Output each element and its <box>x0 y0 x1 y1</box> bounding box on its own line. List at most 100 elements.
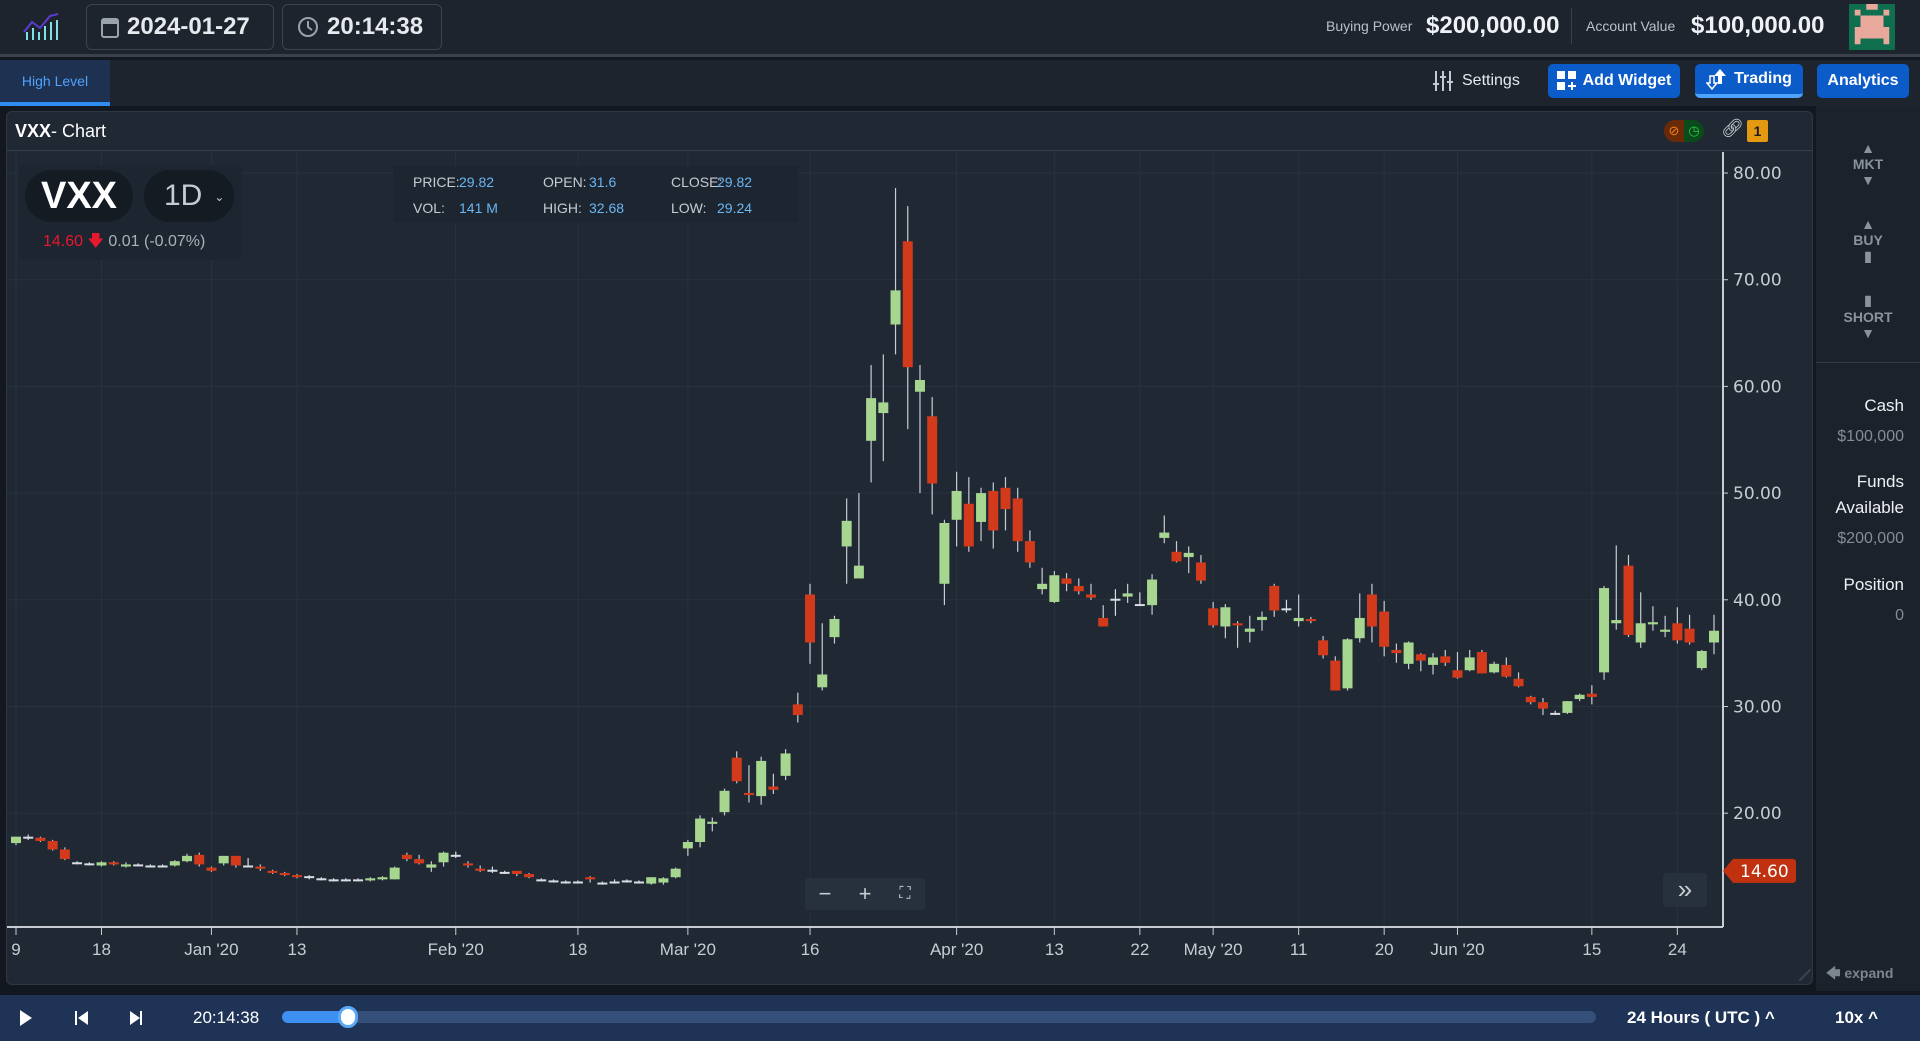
scroll-to-latest-button[interactable]: » <box>1663 873 1707 907</box>
link-icon[interactable]: 🔗︎ <box>1721 118 1744 138</box>
candle-down <box>1073 585 1084 592</box>
candle-up <box>695 818 706 843</box>
open-value: 31.6 <box>589 174 617 190</box>
candle-down <box>72 862 83 865</box>
candle-up <box>1550 712 1561 715</box>
candle-down <box>1232 623 1243 626</box>
candle-down <box>279 872 290 876</box>
price-value: 29.82 <box>459 174 495 190</box>
candle-up <box>377 877 388 880</box>
candle-up <box>1159 532 1170 538</box>
candle-down <box>1305 619 1316 622</box>
y-tick-label: 50.00 <box>1733 484 1782 504</box>
candle-up <box>353 879 364 882</box>
candle-up <box>1342 639 1353 689</box>
playback-bar: 20:14:38 24 Hours ( UTC ) ^ 10x ^ <box>0 995 1920 1041</box>
timezone-select[interactable]: 24 Hours ( UTC ) ^ <box>1627 1008 1775 1028</box>
candle-up <box>548 880 559 883</box>
trading-button[interactable]: Trading <box>1695 64 1803 98</box>
candle-down <box>1586 693 1597 697</box>
y-tick-label: 30.00 <box>1733 698 1782 718</box>
x-tick-label: 24 <box>1668 940 1687 959</box>
fit-screen-icon[interactable]: ⛶ <box>899 885 911 902</box>
sync-toggle[interactable]: ⊘ ◷ <box>1664 120 1704 142</box>
step-forward-icon[interactable] <box>128 1009 144 1027</box>
candle-down <box>23 836 34 839</box>
speed-value: 10x <box>1835 1008 1864 1027</box>
candle-up <box>1489 663 1500 673</box>
high-label: HIGH: <box>543 200 582 216</box>
zoom-in-button[interactable]: + <box>858 881 872 906</box>
candle-down <box>1012 498 1023 542</box>
candlestick-chart[interactable]: 80.00 70.00 60.00 50.00 40.00 30.00 20.00 9 18 Ja… <box>7 152 1812 984</box>
candle-down <box>1379 611 1390 647</box>
expand-button[interactable]: 🡄 expand <box>1826 963 1893 987</box>
y-tick-label: 60.00 <box>1733 377 1782 397</box>
candle-up <box>682 842 693 849</box>
play-icon[interactable] <box>18 1009 34 1027</box>
arrow-left-icon: 🡄 <box>1826 965 1841 981</box>
settings-label: Settings <box>1462 72 1520 89</box>
price-label: PRICE: <box>413 174 460 190</box>
candle-down <box>291 875 302 878</box>
candle-up <box>84 863 95 866</box>
candle-down <box>902 241 913 368</box>
high-value: 32.68 <box>589 200 625 216</box>
cash-label: Cash <box>1864 396 1904 415</box>
x-tick-label: 11 <box>1290 940 1308 959</box>
x-tick-label: 9 <box>11 940 20 959</box>
arrow-down-icon: ▼ <box>1861 172 1875 188</box>
timeline-slider[interactable] <box>282 1006 1596 1028</box>
interval-select[interactable]: 1D ⌄ <box>144 170 234 222</box>
link-group-badge[interactable]: 1 <box>1747 120 1768 142</box>
candle-up <box>658 878 669 883</box>
arrow-down-icon: 🡇 <box>87 233 104 250</box>
analytics-button[interactable]: Analytics <box>1817 64 1909 98</box>
candle-up <box>939 522 950 584</box>
x-tick-label: Jan '20 <box>184 940 238 959</box>
account-value: $100,000.00 <box>1691 12 1825 39</box>
candle-down <box>731 757 742 782</box>
candle-down <box>450 854 461 857</box>
time-picker[interactable]: 20:14:38 <box>282 4 442 50</box>
candle-down <box>1452 670 1463 678</box>
add-widget-label: Add Widget <box>1582 72 1672 89</box>
x-tick-label: 13 <box>1045 940 1064 959</box>
candle-down <box>1440 656 1451 663</box>
candle-up <box>1611 620 1622 624</box>
step-back-icon[interactable] <box>74 1009 90 1027</box>
candle-up <box>841 520 852 547</box>
zoom-out-button[interactable]: − <box>818 881 832 906</box>
candle-down <box>634 881 645 884</box>
change-value: 0.01 (-0.07%) <box>108 233 206 250</box>
symbol-badge[interactable]: VXX <box>25 170 133 222</box>
x-tick-label: 20 <box>1375 940 1394 959</box>
user-avatar[interactable] <box>1849 3 1895 51</box>
candle-up <box>169 861 180 866</box>
x-tick-label: Apr '20 <box>930 940 983 959</box>
x-tick-label: 16 <box>801 940 820 959</box>
settings-button[interactable]: Settings <box>1432 70 1520 92</box>
x-tick-label: 22 <box>1130 940 1149 959</box>
zoom-controls: − + ⛶ <box>805 878 925 910</box>
candle-up <box>572 881 583 884</box>
tab-high-level[interactable]: High Level <box>0 60 110 106</box>
candle-up <box>96 862 107 866</box>
candle-down <box>743 792 754 796</box>
candle-up <box>1647 622 1658 625</box>
candle-down <box>1269 585 1280 611</box>
market-order-button[interactable]: ▲ MKT ▼ <box>1816 140 1920 188</box>
buy-button[interactable]: ▲ BUY ▮ <box>1816 216 1920 265</box>
add-widget-button[interactable]: Add Widget <box>1548 64 1680 98</box>
x-tick-label: May '20 <box>1184 940 1243 959</box>
date-picker[interactable]: 2024-01-27 <box>86 4 274 50</box>
timeline-handle[interactable] <box>337 1006 358 1028</box>
speed-select[interactable]: 10x ^ <box>1835 1008 1878 1028</box>
candle-down <box>1525 696 1536 703</box>
low-label: LOW: <box>671 200 707 216</box>
widget-header[interactable]: VXX - Chart <box>7 112 1812 151</box>
last-price-label: 14.60 <box>1740 862 1789 882</box>
timeline-progress <box>282 1011 348 1023</box>
candle-down <box>1537 702 1548 709</box>
short-button[interactable]: ▮ SHORT ▼ <box>1816 292 1920 341</box>
